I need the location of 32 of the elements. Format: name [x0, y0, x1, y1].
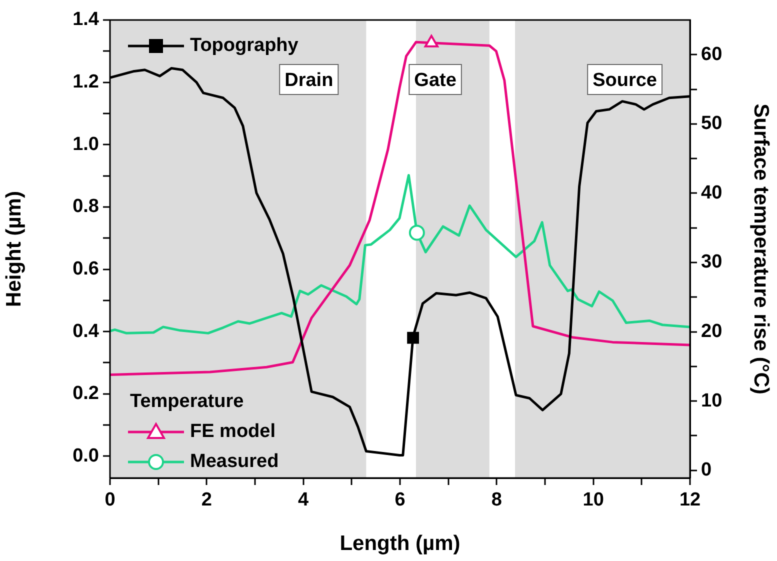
legend-title: Temperature: [130, 391, 244, 412]
x-tick-label: 10: [582, 490, 604, 511]
y2-tick-label: 20: [701, 321, 722, 342]
x-tick-label: 8: [491, 490, 502, 511]
y-tick-label: 0.4: [72, 320, 100, 342]
legend-label: FE model: [190, 421, 276, 442]
x-axis-title: Length (µm): [340, 532, 460, 556]
y2-tick-label: 30: [701, 252, 722, 273]
y-tick-label: 0.2: [72, 383, 99, 404]
y2-axis-title: Surface temperature rise (°C): [750, 104, 773, 394]
band-label: Source: [592, 70, 658, 91]
x-tick-label: 4: [298, 490, 310, 511]
legend-label: Topography: [190, 35, 299, 56]
y2-tick-label: 40: [701, 182, 722, 204]
y-tick-label: 0.0: [72, 445, 99, 466]
y-tick-label: 1.2: [72, 72, 99, 93]
y2-tick-label: 0: [701, 460, 712, 481]
y-axis-title: Height (µm): [2, 191, 26, 307]
y-tick-label: 0.6: [72, 258, 99, 280]
y-tick-label: 0.8: [72, 196, 99, 218]
y-tick-label: 1.0: [72, 134, 99, 155]
band-label: Drain: [284, 70, 334, 91]
x-tick-label: 12: [679, 490, 701, 511]
band-label: Gate: [414, 70, 456, 91]
y2-tick-label: 60: [701, 44, 722, 65]
x-tick-label: 0: [104, 490, 116, 511]
y-tick-label: 1.4: [72, 9, 100, 30]
legend-label: Measured: [190, 451, 279, 472]
y2-tick-label: 50: [701, 113, 722, 134]
x-tick-label: 2: [201, 490, 212, 511]
y2-tick-label: 10: [701, 390, 722, 412]
x-tick-label: 6: [394, 490, 406, 511]
